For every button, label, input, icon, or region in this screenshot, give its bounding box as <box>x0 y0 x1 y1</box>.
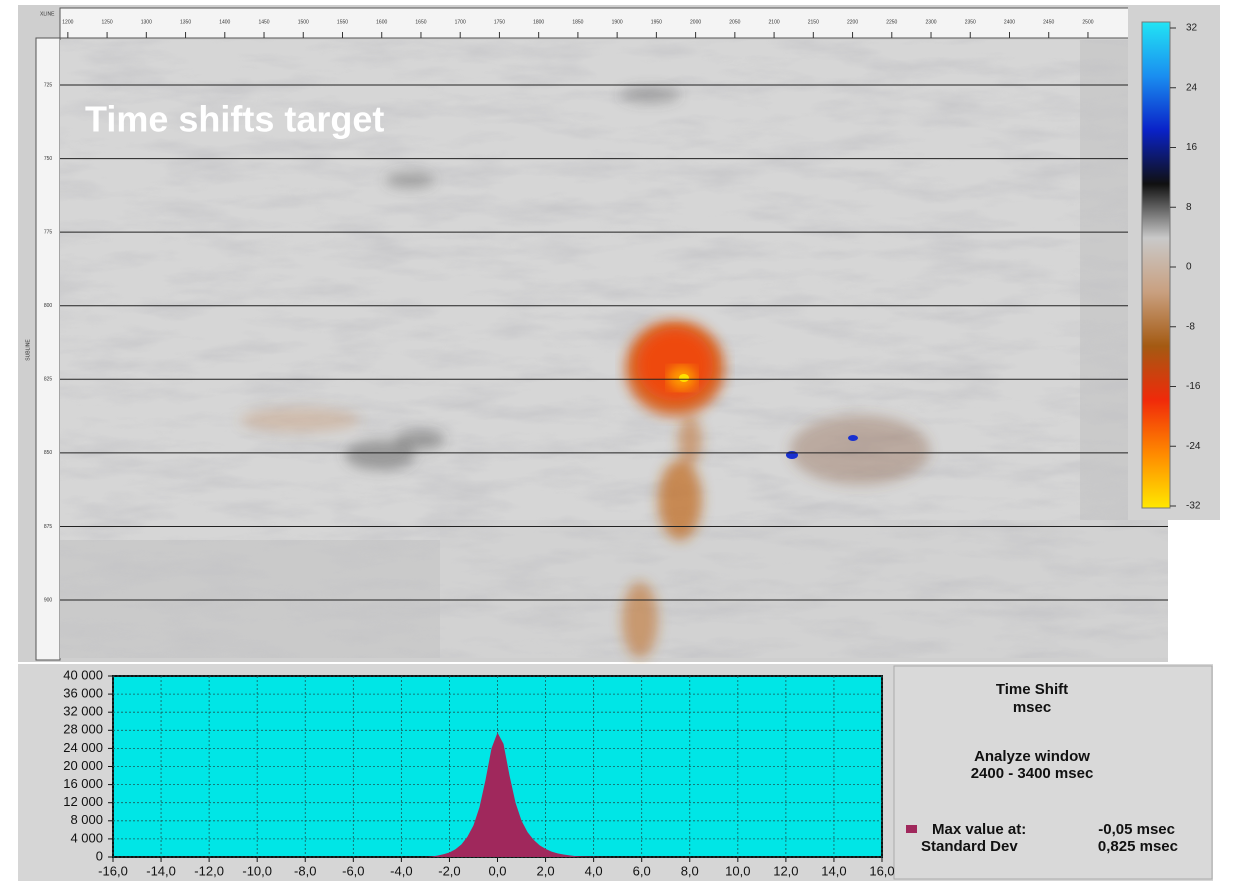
x-tick-label: 2250 <box>886 19 897 25</box>
x-tick-label: 2200 <box>847 19 858 25</box>
colorbar-tick-label: -16 <box>1186 381 1201 392</box>
left-axis-strip <box>36 38 60 660</box>
x-tick-label: 1650 <box>415 19 426 25</box>
colorbar-tick-label: -24 <box>1186 441 1201 452</box>
x-axis-label: XLINE <box>40 11 55 17</box>
y-tick-label: 850 <box>44 450 53 456</box>
y-tick-label: 40 000 <box>63 667 103 682</box>
x-tick-label: 1700 <box>455 19 466 25</box>
colorbar-tick-label: 0 <box>1186 262 1192 273</box>
x-tick-label: 1200 <box>62 19 73 25</box>
x-tick-label: 2150 <box>808 19 819 25</box>
x-tick-label: 6,0 <box>633 863 651 878</box>
y-tick-label: 20 000 <box>63 758 103 773</box>
x-tick-label: 1750 <box>494 19 505 25</box>
y-axis-label: SUBLINE <box>25 339 31 361</box>
seismic-blue-spot <box>786 451 798 459</box>
x-tick-label: 1250 <box>102 19 113 25</box>
x-tick-label: 10,0 <box>725 863 750 878</box>
x-tick-label: 2500 <box>1082 19 1093 25</box>
max-label: Max value at: <box>932 821 1026 838</box>
x-tick-label: 2450 <box>1043 19 1054 25</box>
y-tick-label: 875 <box>44 524 53 530</box>
y-tick-label: 12 000 <box>63 794 103 809</box>
window-title: Analyze window <box>974 748 1090 765</box>
y-tick-label: 32 000 <box>63 704 103 719</box>
x-tick-label: 2050 <box>729 19 740 25</box>
x-tick-label: -12,0 <box>194 863 224 878</box>
x-tick-label: -8,0 <box>294 863 316 878</box>
x-tick-label: 1400 <box>219 19 230 25</box>
x-tick-label: 2350 <box>965 19 976 25</box>
x-tick-label: 1800 <box>533 19 544 25</box>
seismic-title: Time shifts target <box>85 99 384 140</box>
y-tick-label: 775 <box>44 229 53 235</box>
x-tick-label: 2400 <box>1004 19 1015 25</box>
x-tick-label: 1950 <box>651 19 662 25</box>
colorbar-tick-label: 8 <box>1186 202 1192 213</box>
x-tick-label: 1900 <box>612 19 623 25</box>
x-tick-label: -14,0 <box>146 863 176 878</box>
x-tick-label: 1450 <box>258 19 269 25</box>
screenshot: 1200125013001350140014501500155016001650… <box>0 0 1233 881</box>
y-tick-label: 825 <box>44 377 53 383</box>
colorbar-tick-label: -32 <box>1186 501 1201 512</box>
y-tick-label: 16 000 <box>63 776 103 791</box>
x-tick-label: 2300 <box>925 19 936 25</box>
window-range: 2400 - 3400 msec <box>971 765 1094 782</box>
x-tick-label: 1300 <box>141 19 152 25</box>
y-tick-label: 36 000 <box>63 686 103 701</box>
x-tick-label: -4,0 <box>390 863 412 878</box>
colorbar-tick-label: -8 <box>1186 321 1195 332</box>
x-tick-label: 1850 <box>572 19 583 25</box>
x-tick-label: 1550 <box>337 19 348 25</box>
colorbar <box>1142 22 1170 508</box>
y-tick-label: 800 <box>44 303 53 309</box>
colorbar-tick-label: 16 <box>1186 142 1198 153</box>
legend-swatch <box>906 825 917 833</box>
y-tick-label: 24 000 <box>63 740 103 755</box>
x-tick-label: -2,0 <box>438 863 460 878</box>
x-tick-label: -10,0 <box>242 863 272 878</box>
x-tick-label: 8,0 <box>681 863 699 878</box>
seismic-blue-spot <box>848 435 858 441</box>
y-tick-label: 750 <box>44 156 53 162</box>
max-value: -0,05 msec <box>1098 821 1175 838</box>
x-tick-label: -6,0 <box>342 863 364 878</box>
x-tick-label: 14,0 <box>821 863 846 878</box>
x-tick-label: 12,0 <box>773 863 798 878</box>
std-label: Standard Dev <box>921 838 1018 855</box>
x-tick-label: 2000 <box>690 19 701 25</box>
seismic-orange-anomaly <box>625 320 725 416</box>
x-tick-label: 0,0 <box>488 863 506 878</box>
x-tick-label: 1600 <box>376 19 387 25</box>
colorbar-tick-label: 24 <box>1186 82 1198 93</box>
x-tick-label: 2100 <box>769 19 780 25</box>
std-value: 0,825 msec <box>1098 838 1178 855</box>
axis-unit-note: msec <box>1013 699 1051 716</box>
x-tick-label: 1350 <box>180 19 191 25</box>
x-tick-label: -16,0 <box>98 863 128 878</box>
x-tick-label: 1500 <box>298 19 309 25</box>
axis-title-note: Time Shift <box>996 681 1068 698</box>
y-tick-label: 4 000 <box>70 830 103 845</box>
y-tick-label: 8 000 <box>70 812 103 827</box>
y-tick-label: 900 <box>44 597 53 603</box>
y-tick-label: 0 <box>96 848 103 863</box>
x-tick-label: 16,0 <box>869 863 894 878</box>
x-tick-label: 4,0 <box>585 863 603 878</box>
y-tick-label: 28 000 <box>63 722 103 737</box>
x-tick-label: 2,0 <box>537 863 555 878</box>
colorbar-tick-label: 32 <box>1186 23 1198 34</box>
y-tick-label: 725 <box>44 82 53 88</box>
